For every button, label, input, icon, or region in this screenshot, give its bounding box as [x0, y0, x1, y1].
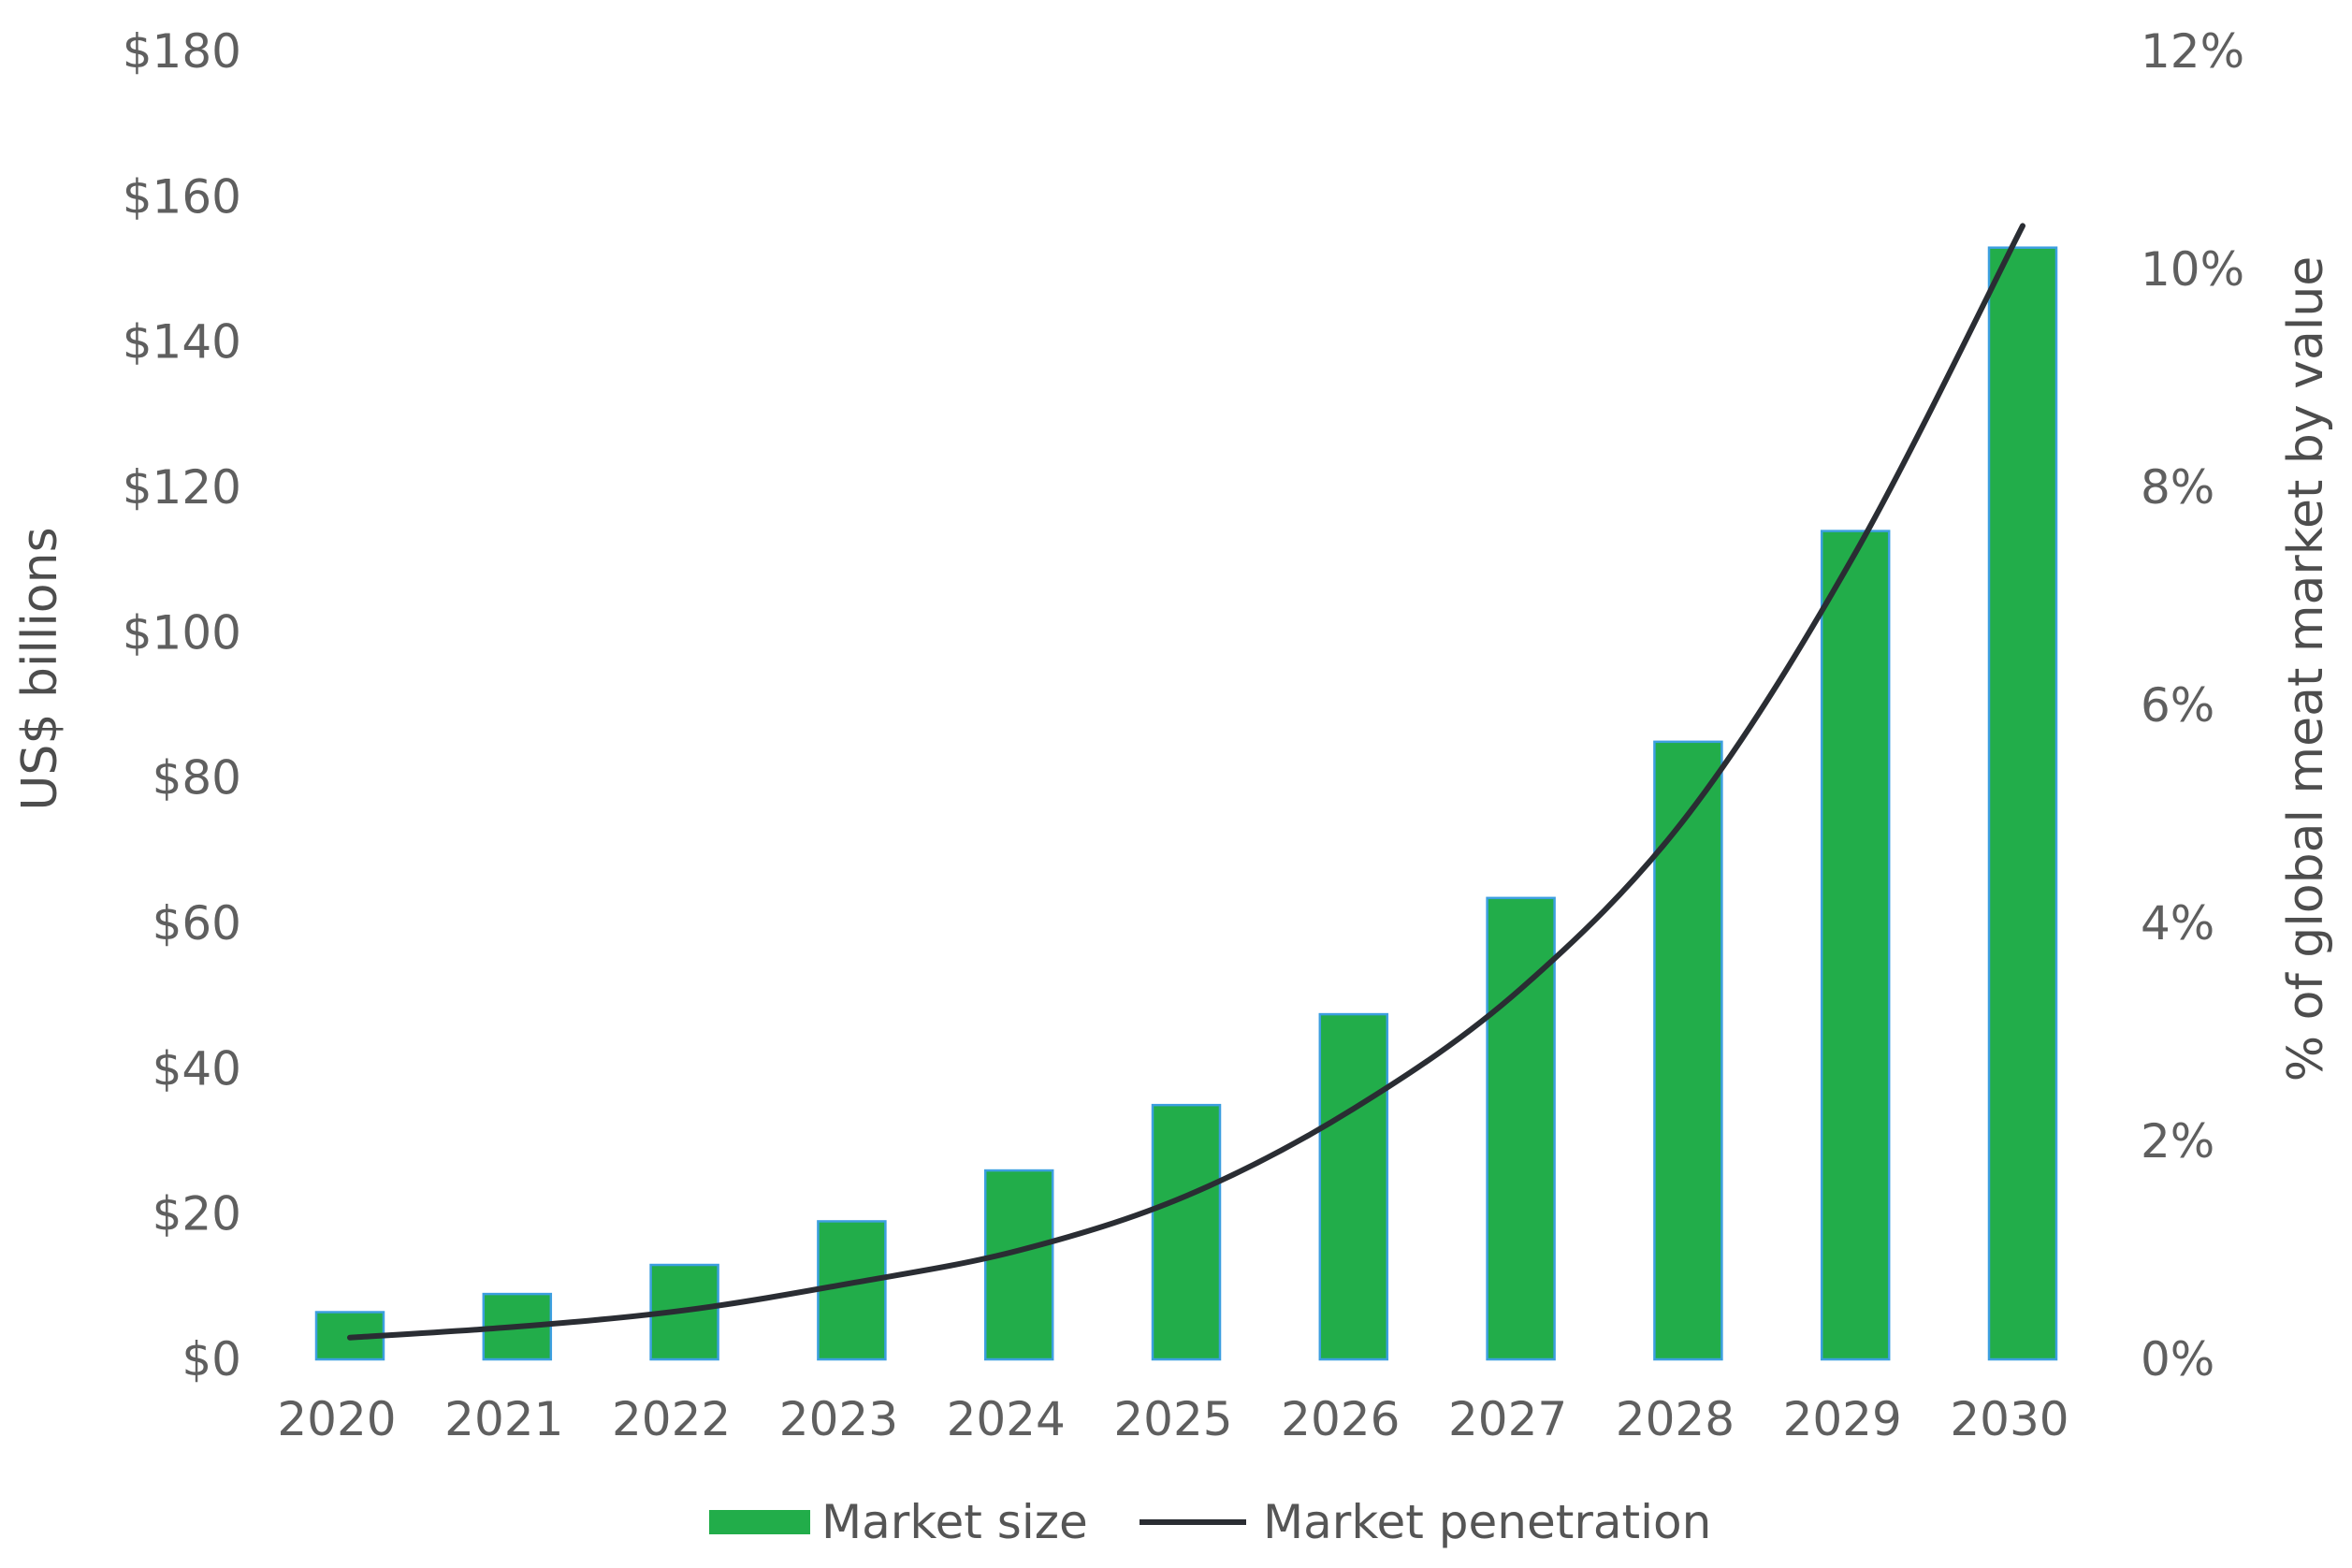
x-axis-ticks: 2020 2021 2022 2023 2024 2025 2026 2027 2028 2029… — [277, 1392, 2069, 1446]
bars-group — [314, 246, 2058, 1361]
y-right-tick-label: 2% — [2141, 1114, 2214, 1169]
y-left-tick-label: $120 — [123, 460, 241, 515]
legend-market-size-label: Market size — [821, 1495, 1088, 1549]
x-tick-label: 2030 — [1950, 1392, 2069, 1446]
x-tick-label: 2026 — [1281, 1392, 1400, 1446]
bar-2023 — [817, 1220, 887, 1361]
x-tick-label: 2029 — [1783, 1392, 1902, 1446]
x-tick-label: 2028 — [1616, 1392, 1735, 1446]
y-left-tick-label: $140 — [123, 315, 241, 370]
x-tick-label: 2022 — [612, 1392, 731, 1446]
y-right-tick-label: 6% — [2141, 678, 2214, 733]
x-tick-label: 2025 — [1113, 1392, 1232, 1446]
legend-market-size-swatch — [709, 1510, 810, 1534]
legend-market-penetration-label: Market penetration — [1263, 1495, 1711, 1549]
right-axis-ticks: 0% 2% 4% 6% 8% 10% 12% — [2141, 24, 2244, 1387]
y-right-tick-label: 10% — [2141, 242, 2244, 297]
bar-2026 — [1318, 1012, 1389, 1361]
y-right-tick-label: 0% — [2141, 1332, 2214, 1387]
y-right-tick-label: 8% — [2141, 460, 2214, 515]
bar-2025 — [1151, 1103, 1222, 1361]
x-tick-label: 2024 — [947, 1392, 1066, 1446]
line-group — [347, 223, 2025, 1341]
bar-2024 — [983, 1169, 1054, 1361]
y-left-tick-label: $60 — [152, 896, 241, 951]
legend: Market size Market penetration — [709, 1495, 1711, 1549]
x-tick-label: 2027 — [1448, 1392, 1567, 1446]
y-axis-left-title: US$ billions — [12, 527, 68, 810]
y-left-tick-label: $100 — [123, 605, 241, 660]
y-left-tick-label: $20 — [152, 1187, 241, 1241]
y-left-tick-label: $80 — [152, 751, 241, 806]
y-left-tick-label: $160 — [123, 169, 241, 224]
y-left-tick-label: $40 — [152, 1041, 241, 1096]
bar-2030 — [1987, 246, 2058, 1361]
y-right-tick-label: 4% — [2141, 896, 2214, 951]
y-right-tick-label: 12% — [2141, 24, 2244, 79]
x-tick-label: 2023 — [779, 1392, 898, 1446]
x-tick-label: 2020 — [277, 1392, 396, 1446]
bar-2029 — [1820, 530, 1891, 1361]
left-axis-ticks: $0 $20 $40 $60 $80 $100 $120 $140 $160 $180 — [123, 24, 241, 1387]
x-tick-label: 2021 — [444, 1392, 563, 1446]
bar-2027 — [1486, 896, 1556, 1361]
bar-2028 — [1653, 740, 1723, 1361]
y-left-tick-label: $0 — [181, 1332, 241, 1387]
series-line-market-penetration — [347, 223, 2025, 1341]
y-left-tick-label: $180 — [123, 24, 241, 79]
y-axis-right-title: % of global meat market by value — [2278, 256, 2334, 1082]
